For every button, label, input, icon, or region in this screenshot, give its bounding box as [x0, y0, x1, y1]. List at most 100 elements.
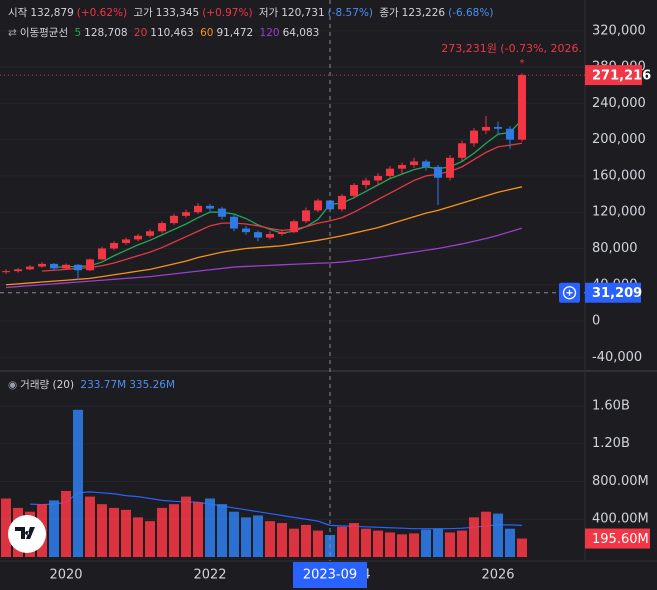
candle-body: [182, 212, 190, 216]
volume-bar: [85, 496, 95, 557]
volume-bar: [349, 523, 359, 557]
ma-period: 120: [259, 27, 280, 39]
candle-body: [86, 259, 94, 271]
x-tick-label: 2022: [193, 568, 226, 583]
ohlc-value: 133,345: [155, 7, 200, 19]
volume-bar: [361, 528, 371, 557]
candle-body: [482, 126, 490, 131]
volume-bar: [73, 409, 83, 557]
y-tick-label: 0: [592, 314, 600, 329]
ohlc-value: 132,879: [30, 7, 74, 19]
y-tick-label: 80,000: [592, 241, 638, 256]
volume-icon[interactable]: ◉: [8, 379, 18, 391]
candle-body: [2, 271, 10, 273]
candle-body: [506, 128, 514, 140]
candle-body: [362, 180, 370, 185]
volume-value: 233.77M: [80, 379, 127, 391]
volume-ma-line: [29, 491, 523, 530]
add-icon[interactable]: [566, 289, 573, 296]
ma-title: 이동평균선: [19, 27, 69, 39]
y-tick-label: 120,000: [592, 205, 646, 220]
volume-bar: [373, 530, 383, 557]
volume-bar: [277, 523, 287, 557]
ohlc-label: 저가: [258, 7, 279, 19]
volume-bar: [49, 500, 59, 557]
candle-body: [74, 264, 82, 271]
candle-body: [434, 166, 442, 178]
volume-bar: [193, 502, 203, 557]
y-tick-label: 1.20B: [592, 436, 630, 451]
ohlc-label: 시작: [8, 7, 28, 19]
candle-body: [230, 216, 238, 229]
volume-bar: [61, 490, 71, 557]
candle-body: [470, 130, 478, 144]
candle-body: [62, 264, 70, 269]
candle-body: [422, 161, 430, 167]
y-tick-label: 200,000: [592, 132, 646, 147]
volume-bar: [181, 496, 191, 557]
volume-bar: [493, 513, 503, 557]
candle-body: [326, 200, 334, 210]
ma-period: 5: [74, 27, 82, 39]
volume-bar: [469, 517, 479, 557]
candle-body: [26, 266, 34, 270]
volume-title: 거래량 (20): [20, 379, 75, 391]
candle-body: [158, 223, 166, 232]
y-tick-label: 320,000: [592, 23, 646, 38]
ohlc-label: 고가: [133, 7, 153, 19]
volume-bar: [289, 528, 299, 557]
ma-icon[interactable]: ⇄: [8, 27, 17, 39]
volume-bar: [241, 517, 251, 557]
x-tick-label: 2026: [481, 568, 514, 583]
volume-bar: [445, 532, 455, 557]
ohlc-change: (+0.97%): [202, 7, 253, 19]
candle-body: [14, 269, 22, 272]
candle-body: [254, 232, 262, 238]
volume-bar: [457, 530, 467, 557]
last-volume-label: 195.60M: [592, 532, 649, 547]
y-tick-label: -40,000: [592, 350, 642, 365]
candle-body: [314, 200, 322, 211]
candle-body: [50, 263, 58, 269]
crosshair-x-label: 2023-09: [303, 568, 357, 583]
last-volume-box: [585, 528, 650, 549]
candle-body: [374, 175, 382, 181]
volume-bar: [385, 532, 395, 557]
ma-line: [5, 227, 523, 289]
ma-legend: ⇄ 이동평균선 5 128,708 20 110,463 60 91,472 120 64…: [8, 25, 322, 40]
logo-mark: [15, 527, 35, 539]
candle-body: [122, 239, 130, 244]
candle-body: [302, 210, 310, 222]
crosshair-y-label: 31,209: [592, 286, 642, 301]
volume-bar: [97, 504, 107, 557]
candle-body: [194, 205, 202, 213]
candle-body: [410, 161, 418, 166]
candle-body: [206, 205, 214, 209]
candle-body: [458, 143, 466, 158]
ma-period: 20: [133, 27, 148, 39]
candle-body: [350, 185, 358, 196]
crosshair-x-box: [293, 562, 367, 588]
x-tick-label: 2020: [49, 568, 82, 583]
ohlc-change: (+0.62%): [76, 7, 128, 19]
candle-body: [278, 232, 286, 234]
candle-body: [170, 215, 178, 224]
ma-value: 91,472: [216, 27, 254, 39]
ma-period: 60: [200, 27, 214, 39]
high-marker: *: [520, 58, 525, 69]
y-tick-label: 160,000: [592, 168, 646, 183]
candle-body: [218, 208, 226, 217]
candle-body: [398, 165, 406, 169]
volume-bar: [145, 521, 155, 557]
volume-bar: [157, 507, 167, 557]
ohlc-value: 123,226: [401, 7, 446, 19]
add-icon[interactable]: [562, 286, 577, 300]
candle-body: [386, 168, 394, 176]
volume-bar: [133, 517, 143, 557]
candle-body: [518, 75, 526, 140]
volume-bar: [217, 504, 227, 557]
ohlc-value: 120,731: [281, 7, 325, 19]
y-tick-label: 400.00M: [592, 512, 649, 527]
volume-bar: [121, 509, 131, 557]
